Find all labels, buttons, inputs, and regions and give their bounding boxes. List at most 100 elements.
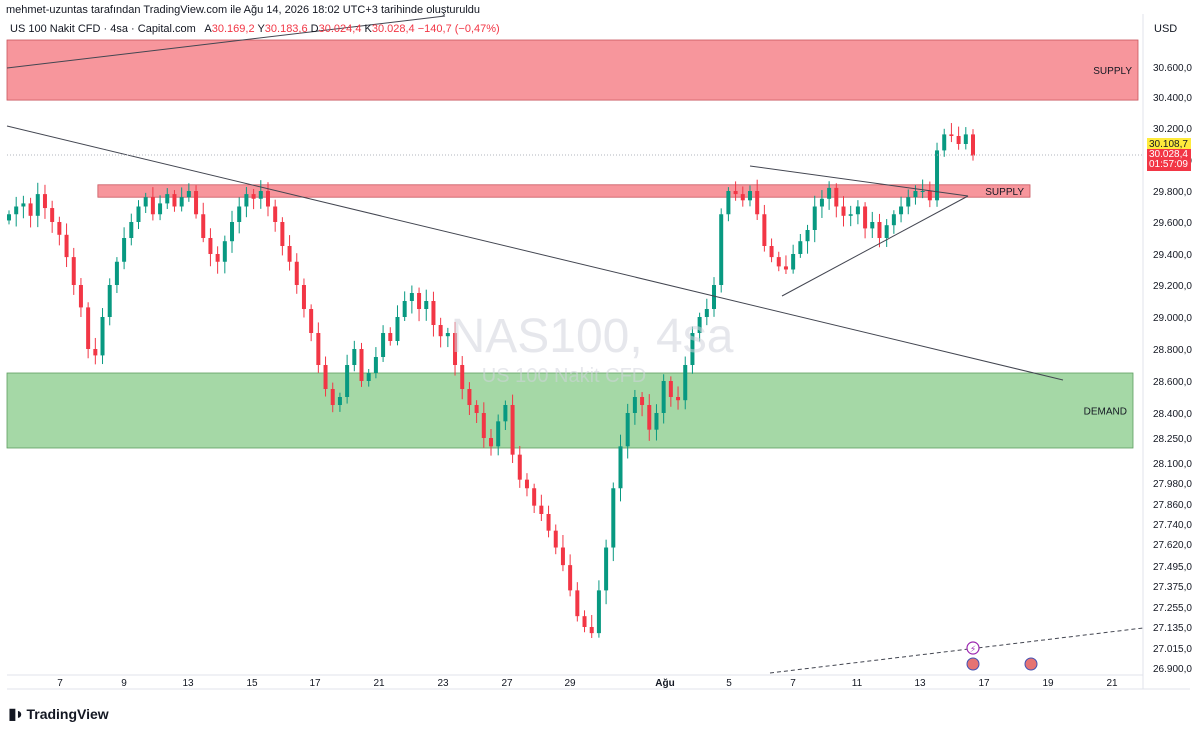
candle[interactable] xyxy=(86,302,91,359)
candle[interactable] xyxy=(28,197,33,228)
candle[interactable] xyxy=(445,327,450,348)
candle[interactable] xyxy=(122,227,127,270)
candle[interactable] xyxy=(827,181,832,210)
candle[interactable] xyxy=(460,356,465,400)
candle[interactable] xyxy=(208,228,213,267)
candle[interactable] xyxy=(654,404,659,441)
candle[interactable] xyxy=(877,213,882,248)
candle[interactable] xyxy=(78,278,83,317)
candle[interactable] xyxy=(863,202,868,239)
candle[interactable] xyxy=(381,325,386,362)
candle[interactable] xyxy=(330,382,335,413)
candle[interactable] xyxy=(345,354,350,404)
candle[interactable] xyxy=(539,494,544,521)
candle[interactable] xyxy=(726,187,731,222)
candle[interactable] xyxy=(747,185,752,207)
candle[interactable] xyxy=(35,182,40,228)
zone-supply[interactable] xyxy=(6,39,1139,101)
candle[interactable] xyxy=(431,291,436,337)
candle[interactable] xyxy=(409,285,414,314)
candle[interactable] xyxy=(294,253,299,294)
candle[interactable] xyxy=(899,196,904,223)
candle[interactable] xyxy=(14,196,19,227)
candle[interactable] xyxy=(870,211,875,238)
candle[interactable] xyxy=(841,196,846,227)
candle[interactable] xyxy=(395,305,400,346)
candle[interactable] xyxy=(388,327,393,346)
candle[interactable] xyxy=(21,195,26,219)
candle[interactable] xyxy=(481,402,486,448)
candle[interactable] xyxy=(712,277,717,317)
candle[interactable] xyxy=(359,342,364,387)
candle[interactable] xyxy=(424,289,429,321)
candle[interactable] xyxy=(373,347,378,379)
event-us-flag-icon[interactable] xyxy=(1024,657,1038,671)
currency-label[interactable]: USD xyxy=(1154,23,1178,35)
candle[interactable] xyxy=(740,186,745,207)
candle[interactable] xyxy=(323,356,328,397)
candle[interactable] xyxy=(287,235,292,271)
candle[interactable] xyxy=(733,181,738,201)
candle[interactable] xyxy=(57,216,62,246)
candle[interactable] xyxy=(316,322,321,373)
candle[interactable] xyxy=(697,312,702,342)
candle[interactable] xyxy=(568,554,573,597)
candle[interactable] xyxy=(467,382,472,415)
candle[interactable] xyxy=(114,257,119,293)
candle[interactable] xyxy=(194,185,199,219)
candle[interactable] xyxy=(640,392,645,417)
candle[interactable] xyxy=(273,199,278,232)
candle[interactable] xyxy=(337,392,342,412)
candle[interactable] xyxy=(309,304,314,342)
candle[interactable] xyxy=(884,219,889,247)
candle[interactable] xyxy=(186,183,191,202)
candle[interactable] xyxy=(604,539,609,605)
candle[interactable] xyxy=(704,298,709,326)
candle[interactable] xyxy=(532,483,537,513)
candle[interactable] xyxy=(165,188,170,209)
candle[interactable] xyxy=(50,200,55,233)
candle[interactable] xyxy=(546,505,551,538)
candle[interactable] xyxy=(510,394,515,463)
candle[interactable] xyxy=(438,317,443,348)
candle[interactable] xyxy=(891,210,896,234)
symbol-legend[interactable]: US 100 Nakit CFD · 4sa · Capital.com A30… xyxy=(10,23,500,35)
candle[interactable] xyxy=(935,142,940,207)
candle[interactable] xyxy=(237,197,242,234)
candle[interactable] xyxy=(201,202,206,243)
candle[interactable] xyxy=(618,434,623,502)
candle[interactable] xyxy=(805,224,810,254)
candle[interactable] xyxy=(690,326,695,374)
candle[interactable] xyxy=(71,247,76,295)
candle[interactable] xyxy=(496,414,501,456)
candle[interactable] xyxy=(42,184,47,219)
zone-demand[interactable] xyxy=(6,372,1134,449)
event-us-flag-icon[interactable] xyxy=(966,657,980,671)
candle[interactable] xyxy=(927,181,932,208)
candle[interactable] xyxy=(265,182,270,217)
candle[interactable] xyxy=(251,188,256,210)
candle[interactable] xyxy=(64,223,69,268)
candle[interactable] xyxy=(524,473,529,497)
candle[interactable] xyxy=(769,238,774,263)
candle[interactable] xyxy=(791,244,796,274)
candle[interactable] xyxy=(920,179,925,199)
candle[interactable] xyxy=(582,610,587,633)
candle[interactable] xyxy=(949,123,954,143)
candle[interactable] xyxy=(971,129,975,161)
candle[interactable] xyxy=(474,400,479,423)
candle[interactable] xyxy=(230,210,235,253)
candle[interactable] xyxy=(366,369,371,387)
zone-supply[interactable] xyxy=(97,184,1031,198)
candle[interactable] xyxy=(683,356,688,410)
candle[interactable] xyxy=(942,128,947,157)
candle[interactable] xyxy=(100,308,105,365)
candle[interactable] xyxy=(136,200,141,230)
candle[interactable] xyxy=(812,195,817,243)
candle[interactable] xyxy=(956,126,961,150)
candle[interactable] xyxy=(352,340,357,372)
candle[interactable] xyxy=(776,251,781,272)
candle[interactable] xyxy=(489,429,493,456)
candle[interactable] xyxy=(819,190,824,218)
